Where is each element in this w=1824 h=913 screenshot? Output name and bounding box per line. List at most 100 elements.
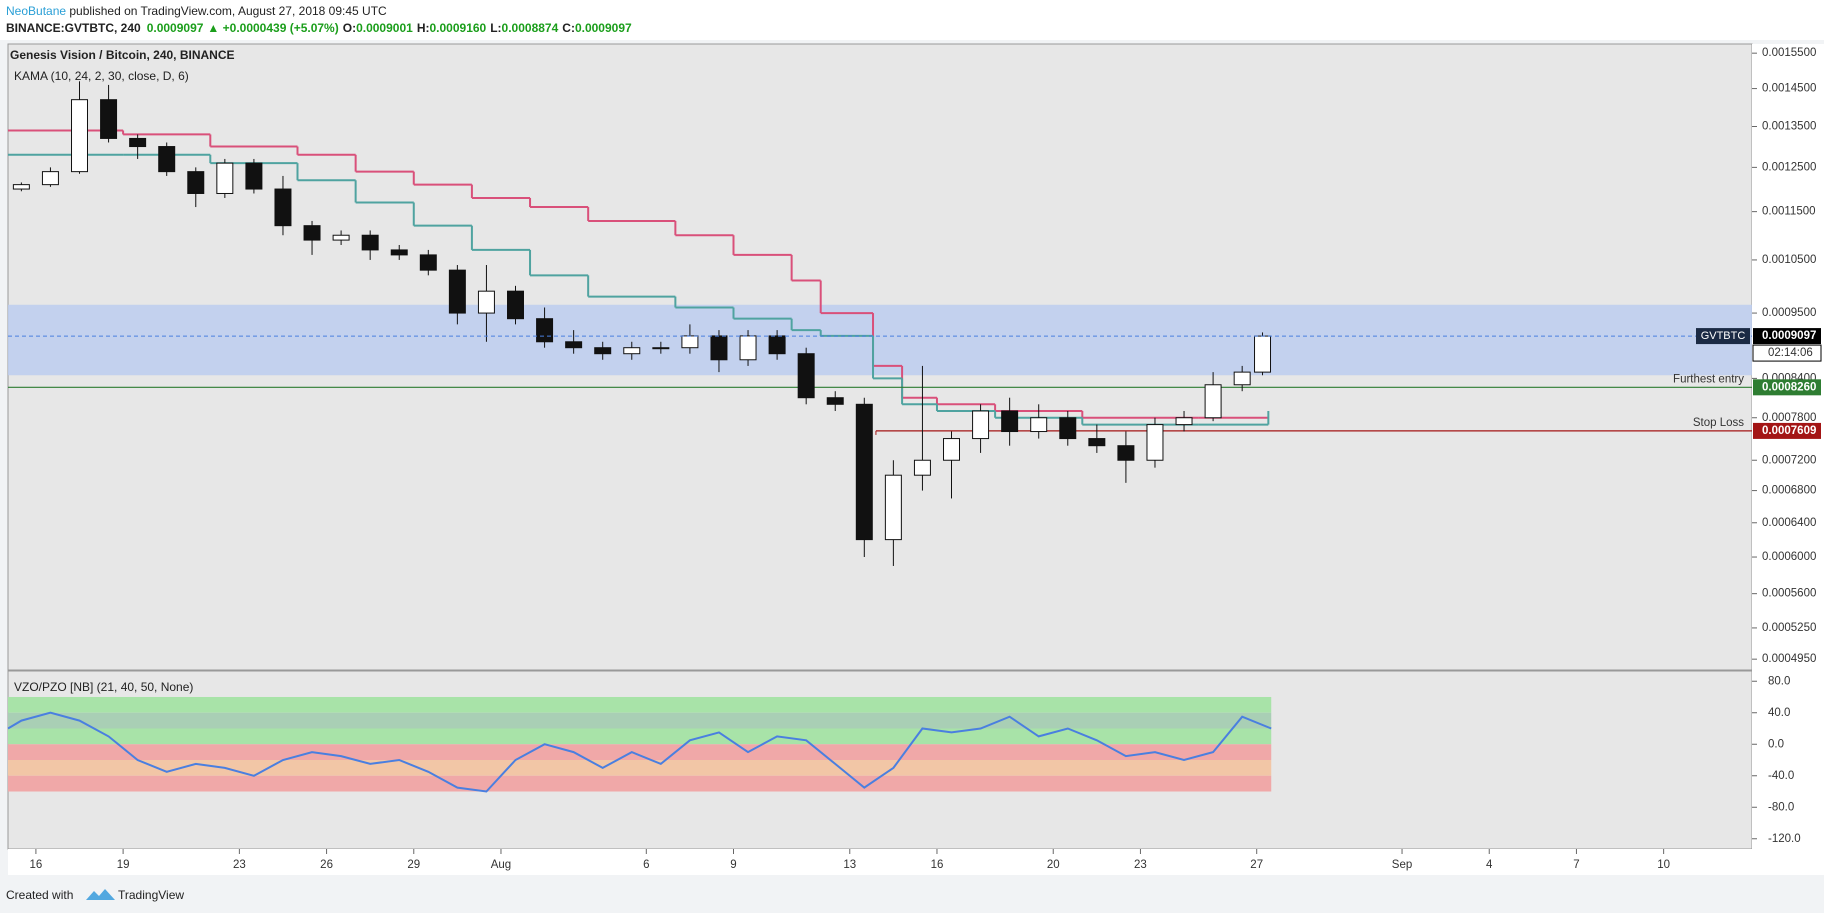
candle-body: [448, 269, 466, 314]
candle-body: [594, 347, 612, 355]
candle-body: [710, 335, 728, 361]
y-tick-label: 0.0006000: [1762, 551, 1816, 563]
ohlc-c: C:: [562, 21, 575, 35]
time-axis-bg: [8, 849, 1824, 875]
x-tick-label: 16: [30, 859, 43, 871]
y-tick-label: 0.0015500: [1762, 47, 1816, 59]
y-tick-label: 0.0: [1768, 738, 1784, 750]
zone-band: [8, 696, 1272, 713]
y-tick-label: 0.0010500: [1762, 254, 1816, 266]
y-tick-label: 0.0009500: [1762, 307, 1816, 319]
level-tag-label: 0.0007609: [1762, 425, 1816, 437]
ohlc-h-val: 0.0009160: [429, 21, 486, 35]
author[interactable]: NeoButane: [6, 4, 66, 18]
candle-body: [129, 137, 147, 148]
y-tick-label: 0.0013500: [1762, 121, 1816, 133]
price-tag-label: 0.0009097: [1762, 330, 1816, 342]
candle-body: [274, 188, 292, 227]
x-tick-label: Sep: [1392, 859, 1412, 871]
y-tick-label: -40.0: [1768, 770, 1794, 782]
candle-body: [855, 403, 873, 541]
candle-body: [536, 318, 554, 343]
candle-body: [1030, 417, 1048, 433]
symbol-tag-label: GVTBTC: [1701, 330, 1746, 342]
candle-body: [1001, 410, 1019, 433]
price: 0.0009097: [147, 21, 204, 35]
main-title: Genesis Vision / Bitcoin, 240, BINANCE: [10, 48, 235, 62]
x-tick-label: 26: [320, 859, 333, 871]
zone-band: [8, 775, 1272, 792]
y-tick-label: 80.0: [1768, 675, 1790, 687]
ohlc-o-val: 0.0009001: [356, 21, 413, 35]
symbol: BINANCE:GVTBTC, 240: [6, 21, 141, 35]
footer-brand[interactable]: TradingView: [118, 888, 184, 902]
y-tick-label: 0.0007800: [1762, 412, 1816, 424]
candle-body: [1233, 371, 1251, 386]
x-tick-label: 16: [931, 859, 944, 871]
candle-body: [507, 290, 524, 320]
candle-body: [565, 341, 583, 349]
ohlc-o: O:: [343, 21, 356, 35]
x-tick-label: 7: [1573, 859, 1579, 871]
candle-body: [332, 234, 350, 241]
header-bg: [0, 0, 1824, 40]
x-tick-label: 23: [1134, 859, 1147, 871]
ohlc-l-val: 0.0008874: [502, 21, 559, 35]
x-tick-label: 9: [730, 859, 736, 871]
y-tick-label: -80.0: [1768, 801, 1794, 813]
level-tag: [1753, 422, 1821, 439]
x-tick-label: 6: [643, 859, 649, 871]
ohlc-h: H:: [417, 21, 430, 35]
countdown-label: 02:14:06: [1768, 347, 1813, 359]
footer-created: Created with: [6, 888, 73, 902]
candle-body: [797, 353, 815, 399]
level-tag: [1753, 379, 1821, 396]
level-tag-label: 0.0008260: [1762, 381, 1816, 393]
candle-body: [1088, 438, 1106, 447]
x-tick-label: 29: [407, 859, 420, 871]
candle-body: [390, 249, 408, 256]
ohlc-l: L:: [490, 21, 501, 35]
y-tick-label: 0.0005600: [1762, 588, 1816, 600]
candle-body: [913, 459, 931, 476]
candle-body: [187, 171, 205, 194]
y-tick-label: 0.0012500: [1762, 161, 1816, 173]
candle-body: [158, 146, 176, 173]
candle-body: [303, 225, 321, 241]
x-tick-label: 19: [117, 859, 130, 871]
candle-body: [100, 99, 118, 139]
candle-body: [1059, 417, 1077, 440]
candle-body: [1117, 445, 1135, 461]
candle-body: [768, 335, 786, 355]
x-tick-label: 13: [843, 859, 856, 871]
candle-body: [623, 347, 641, 355]
y-tick-label: 0.0006800: [1762, 485, 1816, 497]
candle-body: [972, 410, 990, 440]
change: ▲ +0.0000439 (+5.07%): [207, 21, 338, 35]
candle-body: [477, 290, 495, 314]
candle-body: [216, 162, 234, 194]
y-tick-label: 0.0007200: [1762, 454, 1816, 466]
header-line-2: BINANCE:GVTBTC, 240 0.0009097 ▲ +0.0000439…: [6, 21, 632, 35]
candle-body: [12, 184, 30, 190]
x-tick-label: 27: [1250, 859, 1263, 871]
y-tick-label: 0.0014500: [1762, 83, 1816, 95]
y-tick-label: -120.0: [1768, 833, 1801, 845]
header-line-1: NeoButane published on TradingView.com, …: [6, 4, 387, 18]
candle-body: [884, 474, 902, 541]
zone-band: [8, 744, 1272, 760]
published: published on TradingView.com, August 27,…: [66, 4, 387, 18]
candle-body: [361, 234, 379, 251]
osc-title: VZO/PZO [NB] (21, 40, 50, None): [14, 680, 193, 694]
countdown-tag: [1752, 344, 1822, 362]
x-tick-label: 20: [1047, 859, 1060, 871]
candle-body: [41, 171, 59, 186]
level-label: Stop Loss: [1693, 417, 1744, 429]
candle-body: [943, 438, 960, 461]
candle-body: [245, 162, 263, 190]
candle-body: [681, 335, 699, 349]
zone-band: [8, 760, 1272, 776]
candle-body: [1175, 417, 1193, 426]
candle-body: [71, 99, 88, 173]
